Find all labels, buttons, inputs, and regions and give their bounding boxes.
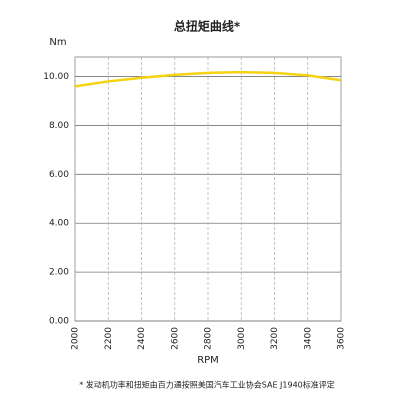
torque-line: [74, 70, 342, 88]
x-tick-label: 3600: [337, 327, 347, 350]
x-tick-label: 2600: [170, 327, 180, 350]
footnote: * 发动机功率和扭矩由百力通按照美国汽车工业协会SAE J1940标准评定: [79, 380, 335, 390]
y-tick-label: 10.00: [43, 72, 69, 82]
chart-title: 总扭矩曲线*: [174, 19, 241, 34]
y-tick-label: 4.00: [49, 219, 69, 229]
x-tick-label: 2800: [204, 327, 214, 350]
y-tick-label: 8.00: [49, 121, 69, 131]
y-tick-label: 6.00: [49, 170, 69, 180]
y-tick-label: 2.00: [49, 268, 69, 278]
x-tick-label: 3200: [270, 327, 280, 350]
x-tick-label: 2200: [104, 327, 114, 350]
x-axis-label: RPM: [197, 355, 219, 366]
x-tick-label: 3000: [237, 327, 247, 350]
x-tick-label: 2400: [137, 327, 147, 350]
y-axis-label: Nm: [49, 37, 66, 48]
x-tick-label: 3400: [303, 327, 313, 350]
y-tick-label: 0.00: [49, 317, 69, 327]
x-tick-label: 2000: [71, 327, 81, 350]
